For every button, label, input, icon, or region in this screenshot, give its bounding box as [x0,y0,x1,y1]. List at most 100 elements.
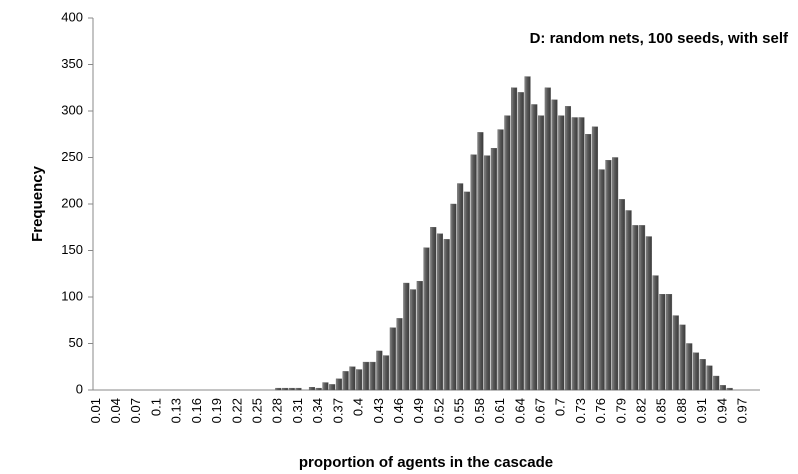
x-tick-label: 0.97 [735,398,750,423]
bar [558,115,565,391]
bar [571,117,578,391]
bar [578,117,585,391]
bar [376,350,383,391]
bar [436,233,444,391]
bar [409,289,417,391]
bar [544,87,551,391]
bar [692,352,700,391]
x-tick-label: 0.85 [654,398,669,423]
bar [484,155,491,391]
x-tick-label: 0.13 [169,398,184,423]
bar [659,294,666,391]
x-tick-label: 0.43 [371,398,386,423]
bar [585,134,592,391]
y-tick-label: 350 [61,56,83,71]
y-tick-label: 200 [61,195,83,210]
x-tick-label: 0.55 [452,398,467,423]
bar [686,343,693,391]
bar [605,160,612,391]
bar [726,387,733,391]
x-tick-label: 0.34 [310,398,325,423]
x-tick-label: 0.37 [330,398,345,423]
bar [639,225,646,391]
bar [389,327,396,391]
bar [362,361,369,391]
bar [356,369,363,391]
chart-title: D: random nets, 100 seeds, with self [530,30,789,47]
x-tick-label: 0.67 [532,398,547,423]
x-axis-label: proportion of agents in the cascade [299,454,553,471]
bar [335,378,342,391]
bar [295,387,302,391]
bar [497,129,504,391]
y-tick-label: 50 [69,335,83,350]
bar [645,236,652,391]
x-tick-label: 0.76 [593,398,608,423]
bar [531,104,538,391]
bar [504,115,511,391]
x-tick-label: 0.49 [411,398,426,423]
bar [719,385,726,391]
bar [618,199,625,391]
bar [322,382,329,391]
x-tick-label: 0.46 [391,398,406,423]
bar [652,275,659,391]
x-tick-label: 0.73 [573,398,588,423]
bar [308,387,315,391]
bar [672,315,679,391]
x-tick-label: 0.19 [209,398,224,423]
bar [551,99,558,391]
bar [349,366,356,391]
bar [430,227,437,391]
bar [591,126,598,391]
x-tick-label: 0.52 [431,398,446,423]
bar [369,361,376,391]
bar [470,154,477,391]
bar [443,239,450,391]
bar [598,169,605,391]
x-tick-label: 0.64 [512,398,527,423]
y-tick-label: 400 [61,9,83,24]
bar [706,365,713,391]
x-tick-label: 0.79 [613,398,628,423]
bar [477,132,484,391]
bar [612,157,619,391]
x-tick-label: 0.91 [694,398,709,423]
bar [450,203,457,391]
bar [632,225,639,391]
bar [524,76,531,391]
bar [416,280,423,391]
bar [315,387,322,391]
y-tick-label: 150 [61,242,83,257]
x-tick-label: 0.31 [290,398,305,423]
x-tick-label: 0.61 [492,398,507,423]
bar [423,247,430,391]
bar [396,318,403,391]
x-tick-label: 0.22 [229,398,244,423]
x-tick-label: 0.04 [108,398,123,423]
x-tick-label: 0.4 [351,398,366,416]
x-tick-label: 0.82 [634,398,649,423]
y-tick-label: 0 [76,381,83,396]
bar [679,324,686,391]
x-tick-label: 0.01 [88,398,103,423]
x-tick-label: 0.1 [148,398,163,416]
bar [666,294,673,391]
x-tick-label: 0.94 [714,398,729,423]
bar [403,282,410,391]
bar [490,147,497,391]
bar [564,106,572,391]
x-tick-label: 0.07 [128,398,143,423]
bar [625,210,632,391]
bar [511,87,518,391]
y-tick-label: 300 [61,102,83,117]
bar [383,355,390,391]
x-tick-label: 0.25 [250,398,265,423]
bar [329,384,336,391]
bar [342,371,349,391]
bar [457,183,464,391]
bar [699,359,706,391]
y-axis-label: Frequency [29,165,46,242]
bar [713,375,720,391]
